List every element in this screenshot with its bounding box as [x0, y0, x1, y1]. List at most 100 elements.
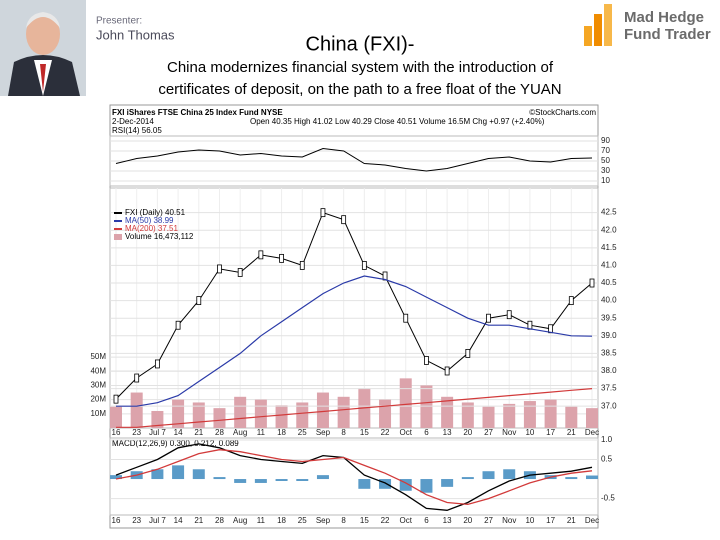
y-tick-label: 40.0 [601, 296, 617, 305]
y-tick-label: 41.5 [601, 243, 617, 252]
price-marker [237, 268, 243, 277]
volume-bar [275, 405, 288, 428]
macd-histogram-bar [586, 475, 598, 480]
macd-histogram-bar [565, 477, 578, 480]
y-tick-label: 50M [90, 352, 106, 361]
price-marker [361, 261, 367, 270]
price-line [115, 211, 593, 400]
x-tick-label: 25 [298, 428, 307, 437]
volume-bar [461, 402, 474, 428]
macd-histogram-bar [172, 465, 185, 480]
x-tick-label: Nov [502, 428, 516, 437]
x-tick-label: 14 [174, 516, 183, 525]
chart-quote: Open 40.35 High 41.02 Low 40.29 Close 40… [250, 117, 545, 126]
y-tick-label: 20M [90, 395, 106, 404]
price-marker [134, 373, 140, 383]
y-tick-label: 42.0 [601, 225, 617, 234]
price-marker [403, 313, 409, 323]
x-tick-label: 25 [298, 516, 307, 525]
volume-bar [130, 392, 143, 428]
macd-histogram-bar [151, 469, 164, 480]
macd-histogram-bar [213, 477, 226, 480]
chart-source: ©StockCharts.com [529, 108, 596, 117]
y-tick-label: 38.5 [601, 349, 617, 358]
x-tick-label: 6 [424, 428, 429, 437]
x-tick-label: 13 [443, 428, 452, 437]
y-tick-label: 39.0 [601, 331, 617, 340]
x-tick-label: 27 [484, 428, 493, 437]
legend-label: MA(50) 38.99 [125, 216, 174, 225]
logo-icon [584, 4, 612, 46]
macd-histogram-bar [316, 475, 329, 480]
slide-title: China (FXI)- [306, 33, 415, 55]
volume-bar [441, 396, 454, 428]
volume-bar [379, 399, 392, 428]
price-marker [279, 253, 284, 263]
y-tick-label: 50 [601, 156, 610, 165]
y-tick-label: 42.5 [601, 208, 617, 217]
x-tick-label: 18 [277, 516, 286, 525]
x-tick-label: Aug [233, 516, 247, 525]
volume-bar [586, 408, 598, 428]
y-tick-label: 39.5 [601, 313, 617, 322]
y-tick-label: 37.0 [601, 401, 617, 410]
x-tick-label: 20 [463, 428, 472, 437]
x-tick-label: Jul 7 [149, 516, 166, 525]
chart-date: 2-Dec-2014 [112, 117, 154, 126]
x-tick-label: 27 [484, 516, 493, 525]
x-tick-label: 28 [215, 428, 224, 437]
macd-histogram-bar [234, 479, 247, 483]
volume-bar [565, 406, 578, 428]
price-marker [258, 250, 264, 260]
price-marker [113, 394, 119, 404]
volume-bar [544, 399, 557, 428]
macd-histogram-bar [358, 479, 371, 489]
x-tick-label: Jul 7 [149, 428, 166, 437]
y-tick-label: 30 [601, 166, 610, 175]
y-tick-label: 1.0 [601, 435, 613, 444]
macd-line [115, 443, 593, 511]
volume-bar [337, 396, 350, 428]
y-tick-label: 70 [601, 146, 610, 155]
macd-histogram-bar [192, 469, 205, 480]
x-tick-label: 13 [443, 516, 452, 525]
price-marker [175, 320, 181, 330]
rsi-label: RSI(14) 56.05 [112, 126, 162, 135]
macd-histogram-bar [482, 471, 495, 480]
y-tick-label: 38.0 [601, 366, 617, 375]
x-tick-label: 20 [463, 516, 472, 525]
price-marker [444, 366, 450, 376]
x-tick-label: 16 [112, 428, 121, 437]
y-tick-label: 10 [601, 176, 610, 185]
volume-bar [420, 385, 433, 428]
x-tick-label: 23 [132, 428, 141, 437]
volume-bar [234, 396, 247, 428]
x-tick-label: 15 [360, 428, 369, 437]
y-tick-label: 40.5 [601, 278, 617, 287]
volume-bar [110, 406, 122, 428]
macd-histogram-bar [110, 475, 122, 480]
price-marker [568, 296, 574, 306]
volume-bar [503, 403, 516, 428]
x-tick-label: 10 [525, 428, 534, 437]
presenter-photo [0, 0, 86, 96]
logo-text: Mad Hedge [624, 9, 704, 26]
presenter-label: Presenter: [96, 16, 142, 27]
x-tick-label: 11 [257, 516, 266, 525]
logo-text: Fund Trader [624, 26, 711, 43]
x-tick-label: 21 [194, 428, 203, 437]
slide-subtitle: China modernizes financial system with t… [167, 59, 554, 76]
macd-histogram-bar [503, 469, 516, 480]
legend-swatch [114, 234, 122, 240]
x-tick-label: 10 [525, 516, 534, 525]
chart-frame [109, 104, 599, 529]
price-marker [154, 359, 160, 369]
x-tick-label: 28 [215, 516, 224, 525]
x-tick-label: Nov [502, 516, 516, 525]
macd-label: MACD(12,26,9) 0.300, 0.212, 0.089 [112, 439, 239, 448]
legend-label: Volume 16,473,112 [125, 232, 194, 241]
x-tick-label: Oct [400, 428, 413, 437]
y-tick-label: 41.0 [601, 261, 617, 270]
